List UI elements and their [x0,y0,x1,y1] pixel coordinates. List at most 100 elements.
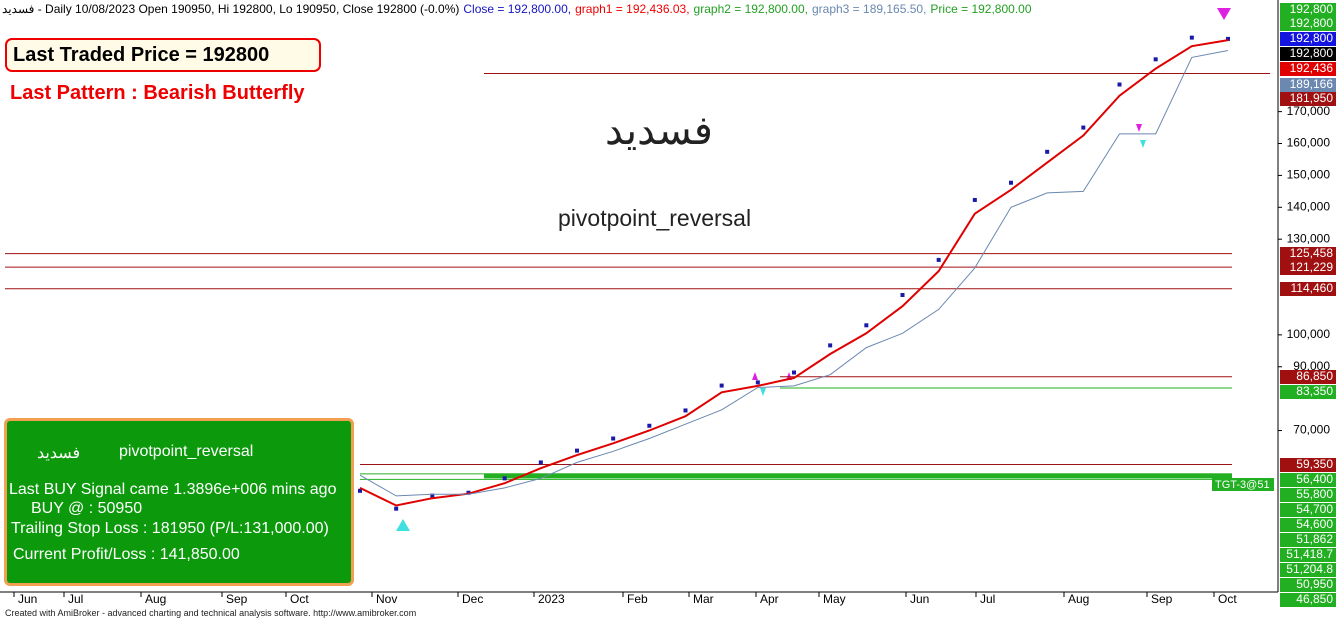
price-bar [792,370,796,375]
x-tick-label: Jun [18,592,37,606]
x-tick-label: May [823,592,846,606]
level-label-box [1280,503,1336,517]
level-label-box [1280,282,1336,296]
target-box [1212,478,1274,491]
y-tick-label: 140,000 [1287,199,1331,213]
price-bar [936,257,941,262]
price-bar [647,423,652,428]
last-pattern: Last Pattern : Bearish Butterfly [10,82,305,104]
x-tick-label: Nov [376,592,397,606]
level-label-box [1280,533,1336,547]
signal-arrow [1136,124,1142,132]
level-label-box [1280,3,1336,17]
level-label-box [1280,518,1336,532]
y-tick-label: 70,000 [1293,423,1330,437]
y-tick-label: 160,000 [1287,136,1331,150]
x-tick-label: Dec [462,592,483,606]
level-label-box [1280,17,1336,31]
level-label: 51,862 [1296,532,1333,546]
y-tick-label: 100,000 [1287,327,1331,341]
level-label: 114,460 [1291,281,1334,295]
price-bar [828,343,833,348]
level-label: 51,418.7 [1286,547,1333,561]
x-tick-label: Oct [1218,592,1237,606]
target-label: TGT-3@51 [1215,479,1270,491]
x-tick-label: Jul [68,592,83,606]
level-label: 54,600 [1296,517,1333,531]
level-label: 181,950 [1290,91,1334,105]
level-label: 192,800 [1290,16,1334,30]
level-label: 192,436 [1290,61,1334,75]
close-readout: Close = 192,800.00, [463,2,572,16]
x-tick-label: Sep [226,592,248,606]
price-bar [1117,82,1122,87]
price-bar [394,506,399,511]
graph3-readout: graph3 = 189,165.50, [811,2,927,16]
level-label: 192,800 [1290,31,1334,45]
price-readout: Price = 192,800.00 [930,2,1032,16]
buy-arrow [396,519,410,531]
price-bar [358,488,362,493]
box-buy: BUY @ : 50950 [31,500,143,517]
price-bar [538,460,543,465]
level-label: 55,800 [1296,487,1333,501]
level-label-box [1280,62,1336,76]
level-label: 125,458 [1290,246,1334,260]
x-tick-label: Mar [693,592,714,606]
y-tick-label: 150,000 [1287,168,1331,182]
box-profit: Current Profit/Loss : 141,850.00 [13,546,240,563]
x-tick-label: Sep [1151,592,1173,606]
level-label: 192,800 [1290,2,1334,16]
price-bar [430,493,435,498]
level-label: 189,166 [1290,77,1334,91]
signal-arrow [752,372,758,380]
signal-arrow [760,388,766,396]
level-label-box [1280,578,1336,592]
signal-box: فسديد pivotpoint_reversal Last BUY Signa… [4,418,354,586]
level-label-box [1280,261,1336,275]
level-label: 54,700 [1296,502,1333,516]
last-traded-price: Last Traded Price = 192800 [5,38,321,72]
price-bar [1153,57,1158,62]
level-label-box [1280,593,1336,607]
indicator-line [359,39,1229,507]
level-label: 83,350 [1296,384,1333,398]
graph2-readout: graph2 = 192,800.00, [693,2,808,16]
price-bar [864,323,869,328]
header: فسديد - Daily 10/08/2023 Open 190950, Hi… [2,2,1036,16]
system-name: pivotpoint_reversal [558,205,752,231]
price-bar [575,448,579,453]
price-bar [719,383,724,388]
price-bar [972,197,977,202]
box-signal: Last BUY Signal came 1.3896e+006 mins ag… [9,481,337,498]
level-label-box [1280,32,1336,46]
level-label-box [1280,488,1336,502]
price-bar [502,476,507,481]
price-bar [1189,35,1194,40]
level-label-box [1280,92,1336,106]
price-bar [1045,149,1050,154]
price-bar [683,408,688,413]
level-label: 192,800 [1290,46,1334,60]
price-bar [900,293,905,297]
level-label-box [1280,473,1336,487]
level-label: 51,204.8 [1286,562,1333,576]
price-bar [611,436,616,441]
sell-arrow [1217,8,1231,20]
x-tick-label: Aug [145,592,166,606]
price-bar [755,380,760,385]
level-label: 46,850 [1296,592,1333,606]
level-label-box [1280,247,1336,261]
level-label-box [1280,78,1336,92]
level-label-box [1280,370,1336,384]
graph1-readout: graph1 = 192,436.03, [575,2,690,16]
box-stop: Trailing Stop Loss : 181950 (P/L:131,000… [11,520,329,537]
x-tick-label: Aug [1068,592,1089,606]
symbol-watermark: فسديد [605,109,713,153]
x-tick-label: Jul [980,592,995,606]
price-bar [1226,36,1230,41]
x-tick-label: 2023 [538,592,565,606]
x-tick-label: Jun [910,592,929,606]
x-tick-label: Oct [290,592,309,606]
